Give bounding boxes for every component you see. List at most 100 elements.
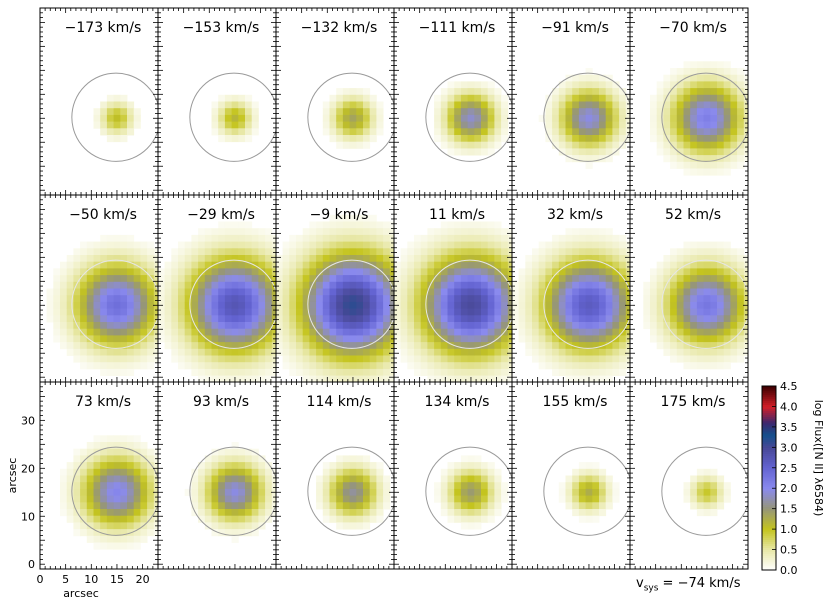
flux-pixel — [460, 301, 468, 309]
flux-pixel — [376, 342, 384, 350]
flux-pixel — [238, 135, 246, 143]
flux-pixel — [565, 128, 573, 136]
flux-pixel — [276, 328, 283, 336]
flux-pixel — [414, 288, 422, 296]
flux-pixel — [363, 234, 371, 242]
flux-pixel — [93, 535, 101, 543]
flux-pixel — [538, 114, 546, 122]
flux-pixel — [106, 488, 114, 496]
flux-pixel — [73, 288, 81, 296]
flux-pixel — [276, 295, 283, 303]
flux-pixel — [376, 348, 384, 356]
flux-pixel — [316, 275, 324, 283]
flux-pixel — [650, 281, 658, 289]
flux-pixel — [518, 268, 526, 276]
flux-pixel — [427, 234, 435, 242]
flux-pixel — [133, 268, 141, 276]
flux-pixel — [349, 101, 357, 109]
flux-pixel — [612, 81, 620, 89]
flux-pixel — [376, 268, 384, 276]
flux-pixel — [757, 315, 764, 322]
flux-pixel — [93, 542, 101, 550]
flux-pixel — [683, 94, 691, 102]
flux-pixel — [349, 141, 357, 149]
flux-pixel — [302, 308, 310, 316]
flux-pixel — [238, 221, 246, 229]
flux-pixel — [572, 348, 580, 356]
flux-pixel — [578, 342, 586, 350]
flux-pixel — [113, 241, 121, 249]
flux-pixel — [703, 74, 711, 82]
flux-pixel — [578, 255, 586, 263]
flux-pixel — [723, 108, 731, 116]
flux-pixel — [670, 114, 678, 122]
flux-pixel — [743, 308, 748, 316]
flux-pixel — [120, 509, 128, 517]
flux-pixel — [147, 315, 155, 323]
flux-pixel — [316, 301, 324, 309]
flux-pixel — [218, 261, 226, 269]
flux-pixel — [100, 288, 108, 296]
flux-pixel — [454, 135, 462, 143]
flux-pixel — [460, 88, 468, 96]
flux-pixel — [467, 322, 475, 330]
flux-pixel — [501, 261, 509, 269]
flux-pixel — [93, 482, 101, 490]
flux-pixel — [447, 281, 455, 289]
flux-pixel — [730, 328, 738, 336]
flux-pixel — [238, 261, 246, 269]
flux-pixel — [204, 375, 212, 382]
flux-pixel — [467, 255, 475, 263]
flux-pixel — [231, 295, 239, 303]
flux-pixel — [592, 315, 600, 323]
flux-pixel — [258, 301, 266, 309]
flux-pixel — [282, 322, 290, 330]
flux-pixel — [487, 322, 495, 330]
flux-pixel — [100, 475, 108, 483]
flux-pixel — [184, 248, 192, 256]
flux-pixel — [66, 295, 74, 303]
flux-pixel — [447, 375, 455, 382]
flux-pixel — [198, 342, 206, 350]
flux-pixel — [454, 368, 462, 376]
flux-pixel — [329, 348, 337, 356]
flux-pixel — [127, 315, 135, 323]
flux-pixel — [106, 435, 114, 443]
flux-pixel — [592, 81, 600, 89]
flux-pixel — [460, 275, 468, 283]
flux-pixel — [66, 281, 74, 289]
flux-pixel — [322, 308, 330, 316]
flux-pixel — [592, 328, 600, 336]
flux-pixel — [218, 368, 226, 376]
flux-pixel — [276, 255, 283, 263]
flux-pixel — [605, 375, 613, 382]
flux-pixel — [545, 121, 553, 129]
flux-pixel — [538, 328, 546, 336]
flux-pixel — [460, 228, 468, 236]
channel-panel: 52 km/s — [629, 194, 764, 383]
flux-pixel — [369, 114, 377, 122]
flux-pixel — [258, 248, 266, 256]
flux-pixel — [723, 348, 731, 356]
flux-pixel — [198, 348, 206, 356]
flux-pixel — [612, 255, 620, 263]
flux-pixel — [501, 301, 509, 309]
flux-pixel — [696, 128, 704, 136]
flux-pixel — [204, 268, 212, 276]
flux-pixel — [696, 328, 704, 336]
flux-pixel — [218, 101, 226, 109]
flux-pixel — [238, 101, 246, 109]
flux-pixel — [100, 121, 108, 129]
flux-pixel — [572, 355, 580, 363]
flux-pixel — [710, 108, 718, 116]
flux-pixel — [467, 348, 475, 356]
flux-pixel — [171, 288, 179, 296]
flux-pixel — [322, 234, 330, 242]
flux-pixel — [710, 141, 718, 149]
flux-pixel — [369, 268, 377, 276]
flux-pixel — [612, 295, 620, 303]
flux-pixel — [545, 241, 553, 249]
flux-pixel — [737, 121, 745, 129]
flux-pixel — [100, 308, 108, 316]
flux-pixel — [585, 161, 593, 169]
